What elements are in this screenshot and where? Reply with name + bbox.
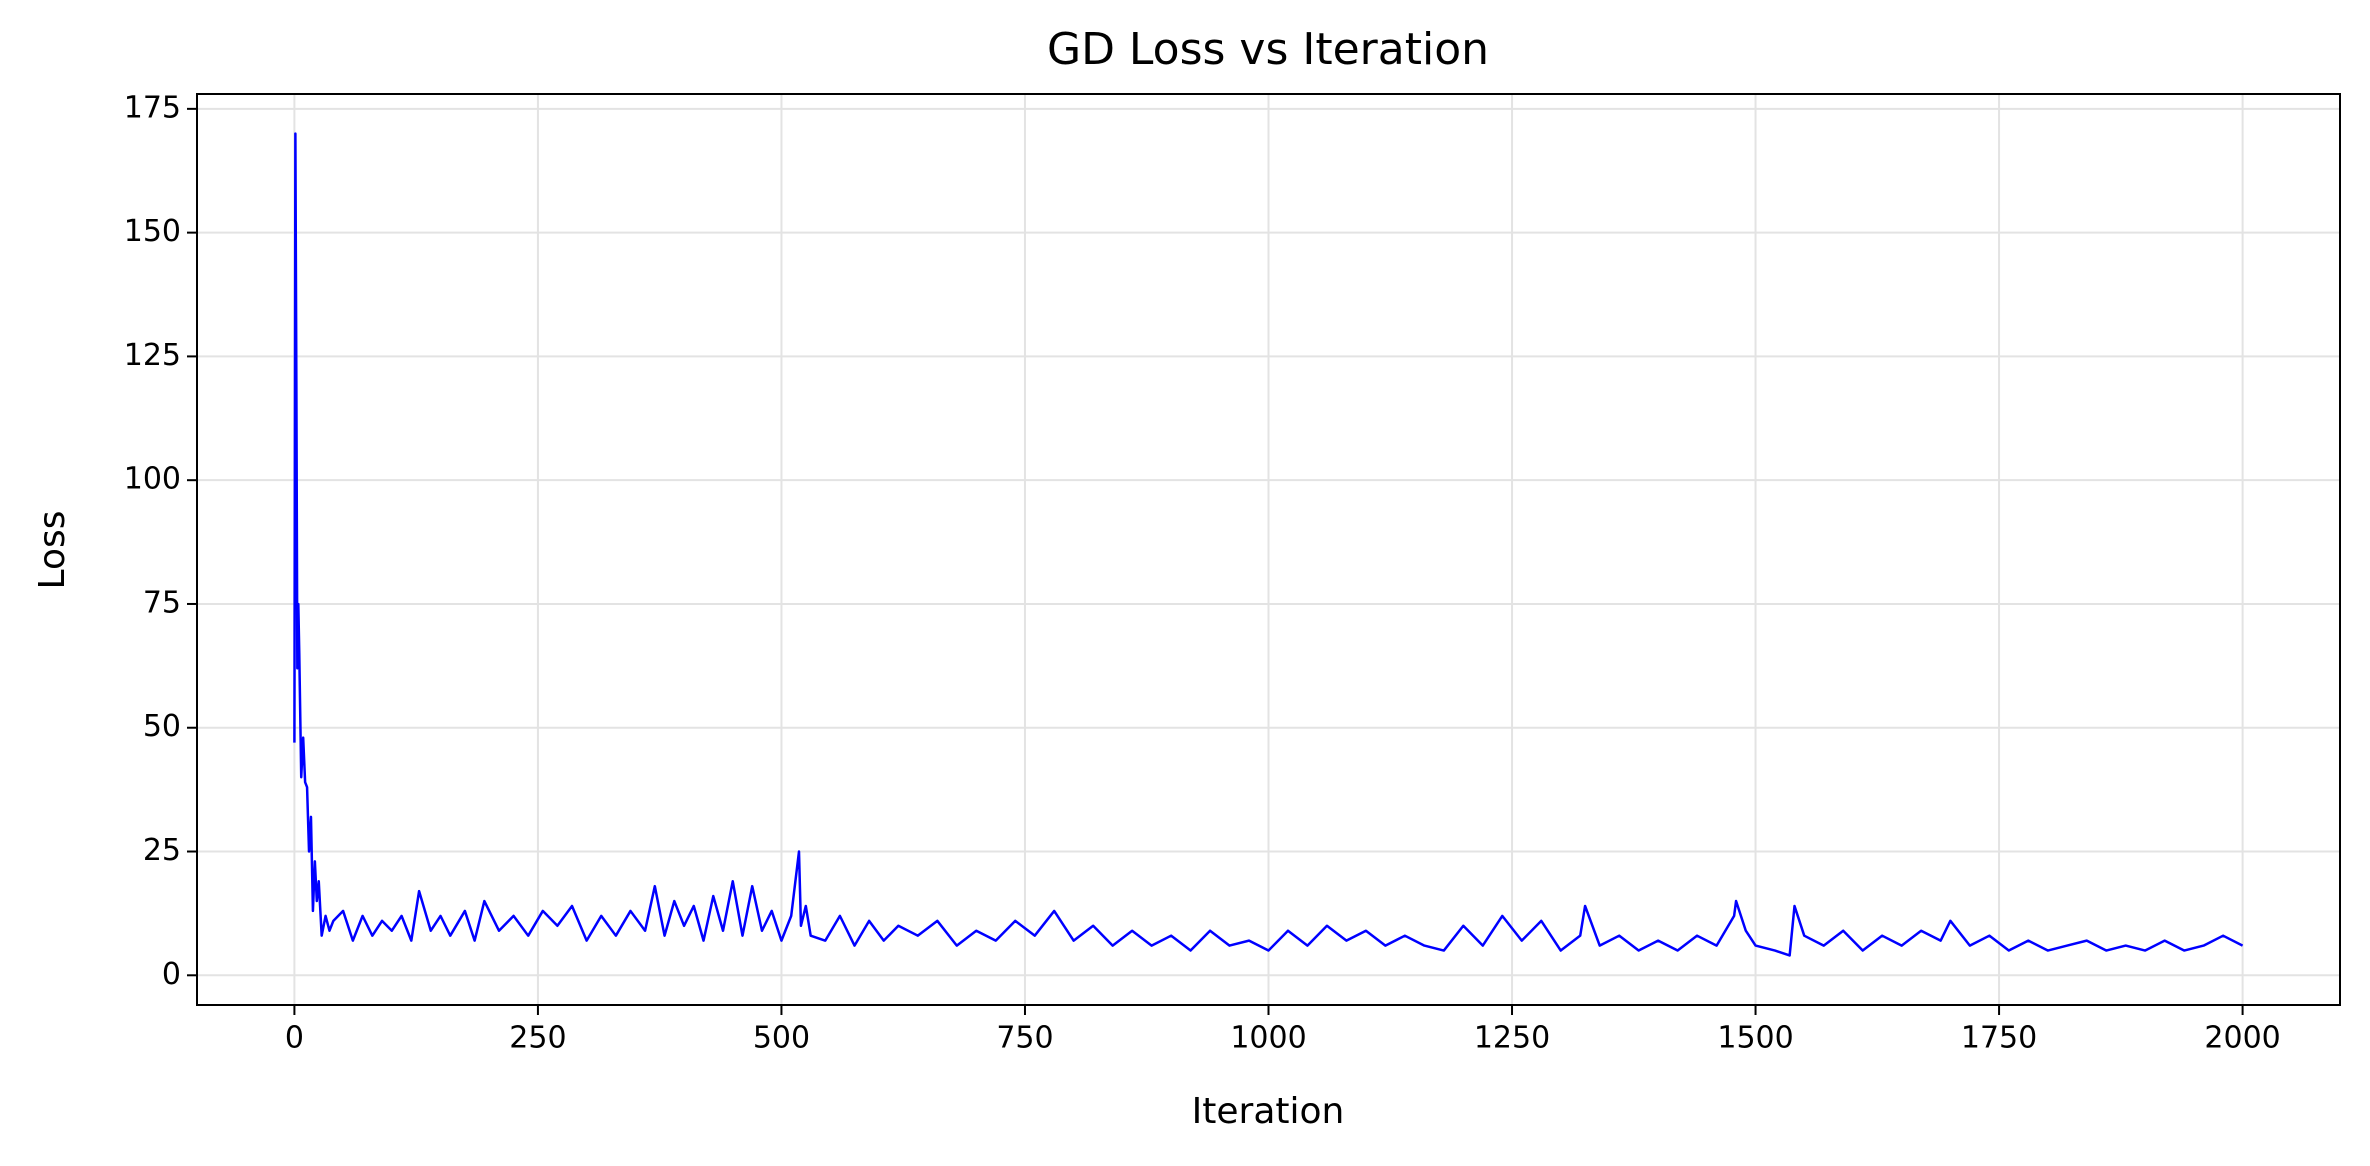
y-tick-label: 100 bbox=[124, 462, 181, 497]
x-axis-label: Iteration bbox=[1192, 1091, 1345, 1132]
x-tick-label: 1750 bbox=[1961, 1021, 2037, 1056]
x-tick-label: 250 bbox=[509, 1021, 566, 1056]
y-axis-label: Loss bbox=[32, 511, 73, 590]
x-tick-label: 500 bbox=[753, 1021, 810, 1056]
y-tick-label: 50 bbox=[143, 709, 181, 744]
chart-title: GD Loss vs Iteration bbox=[1047, 24, 1489, 75]
x-tick-label: 750 bbox=[996, 1021, 1053, 1056]
x-tick-label: 1250 bbox=[1474, 1021, 1550, 1056]
y-tick-label: 75 bbox=[143, 585, 181, 620]
y-tick-label: 25 bbox=[143, 833, 181, 868]
y-tick-label: 150 bbox=[124, 214, 181, 249]
y-tick-label: 125 bbox=[124, 338, 181, 373]
x-tick-label: 1000 bbox=[1230, 1021, 1306, 1056]
plot-frame bbox=[196, 93, 2341, 1006]
y-tick-label: 175 bbox=[124, 90, 181, 125]
x-tick-label: 0 bbox=[285, 1021, 304, 1056]
y-tick-label: 0 bbox=[162, 957, 181, 992]
x-tick-label: 2000 bbox=[2204, 1021, 2280, 1056]
x-tick-label: 1500 bbox=[1717, 1021, 1793, 1056]
loss-line bbox=[293, 132, 2244, 957]
